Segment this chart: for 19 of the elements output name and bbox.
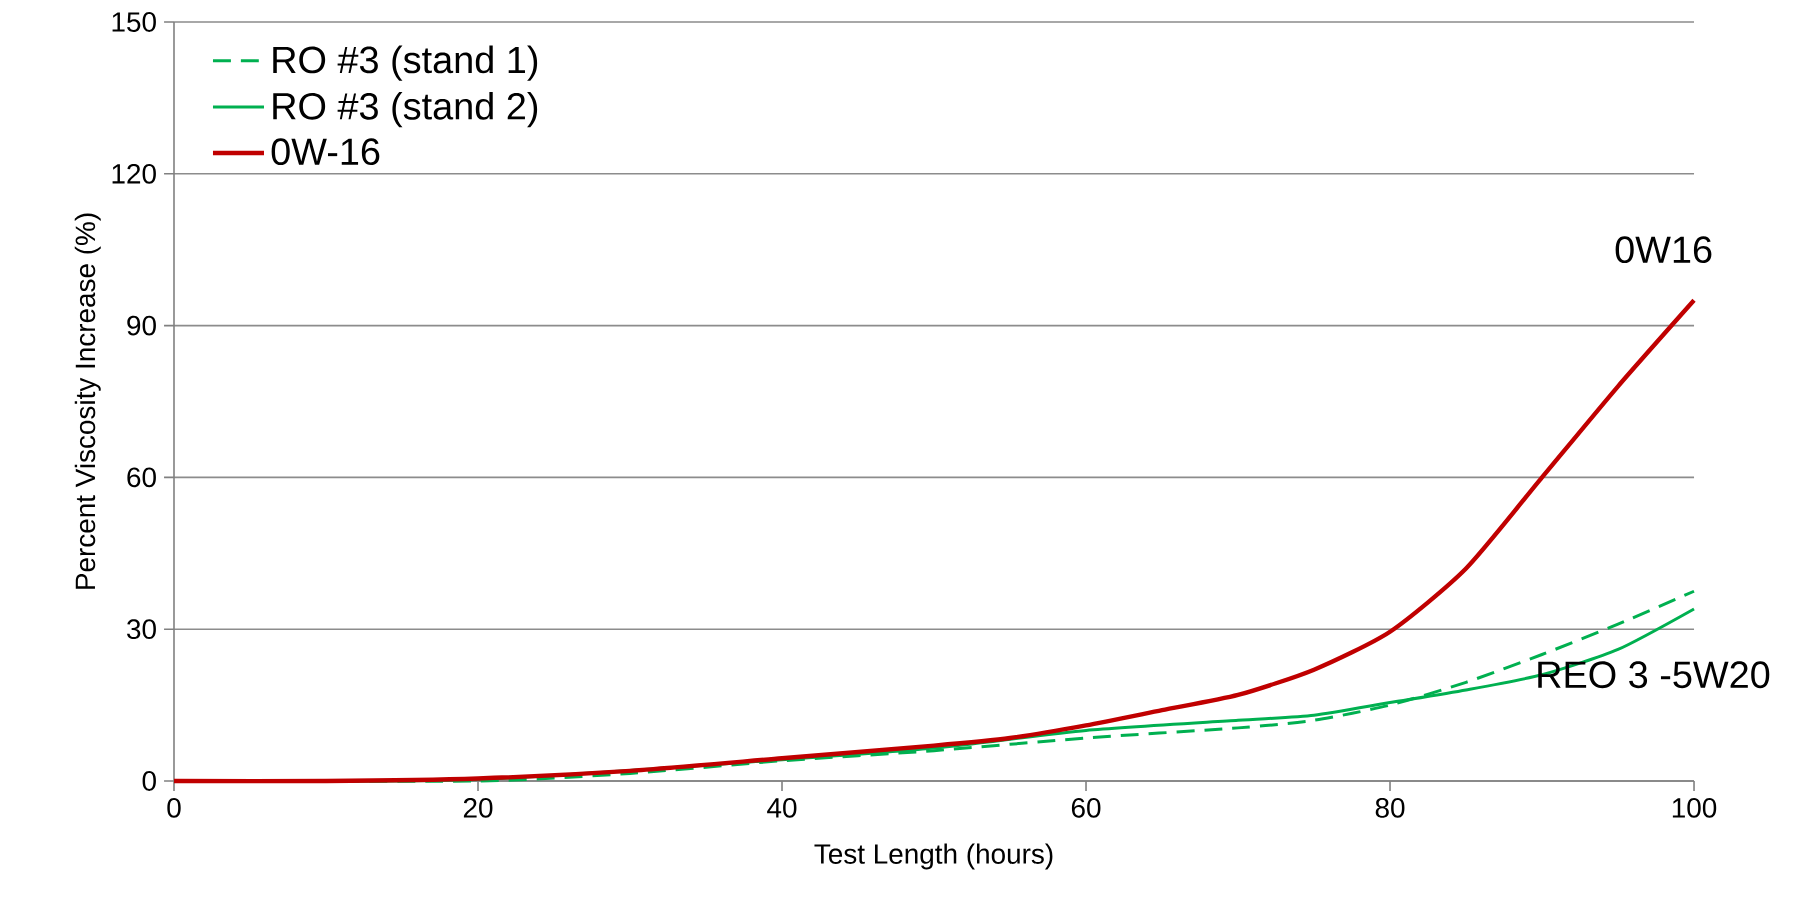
x-tick-label: 60 (1071, 797, 1101, 818)
x-tick-label: 40 (767, 797, 797, 818)
x-axis-title: Test Length (hours) (814, 843, 1053, 870)
y-tick-label: 60 (127, 467, 156, 488)
x-tick-label: 20 (463, 797, 493, 818)
x-tick-label: 0 (167, 797, 181, 818)
legend-label: RO #3 (stand 1) (273, 45, 538, 81)
legend-label: 0W-16 (271, 138, 380, 166)
y-tick-label: 90 (127, 315, 156, 336)
legend-label: RO #3 (stand 2) (273, 91, 538, 128)
y-tick-label: 150 (112, 12, 156, 32)
y-tick-label: 0 (142, 771, 156, 791)
annotation: REO 3 -5W20 (1538, 661, 1770, 689)
x-tick-label: 80 (1375, 797, 1405, 818)
annotation: 0W16 (1615, 236, 1712, 264)
x-tick-label: 100 (1672, 797, 1717, 818)
y-axis-title: Percent Viscosity Increase (%) (74, 213, 101, 589)
y-tick-label: 30 (127, 619, 156, 640)
y-tick-label: 120 (112, 163, 156, 184)
